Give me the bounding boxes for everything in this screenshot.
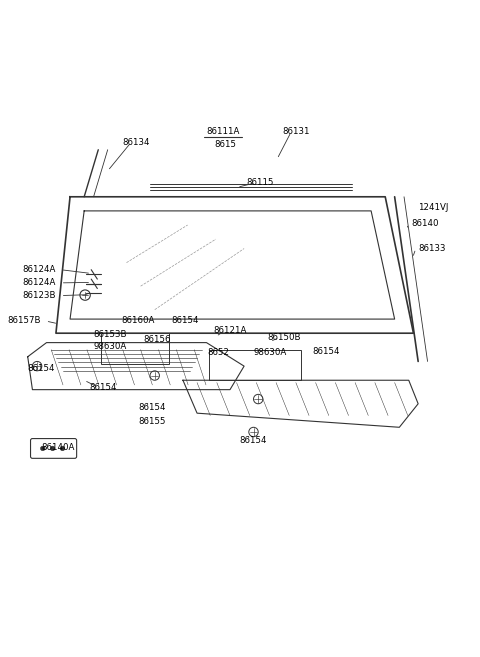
Text: 98630A: 98630A: [253, 348, 287, 357]
Text: 86154: 86154: [89, 383, 117, 392]
Text: 86124A: 86124A: [23, 279, 56, 287]
Text: 86155: 86155: [139, 417, 166, 426]
Text: 86154: 86154: [139, 403, 166, 413]
Text: 86124A: 86124A: [23, 265, 56, 274]
Text: 86115: 86115: [247, 178, 274, 187]
Text: 86111A: 86111A: [206, 127, 240, 137]
Text: 1241VJ: 1241VJ: [418, 202, 448, 212]
Text: 86154: 86154: [171, 317, 199, 325]
Text: 86140A: 86140A: [42, 443, 75, 451]
Text: 98630A: 98630A: [94, 342, 127, 351]
Text: 86133: 86133: [418, 244, 445, 253]
Text: 86123B: 86123B: [23, 291, 56, 300]
Text: 86160A: 86160A: [121, 317, 155, 325]
Text: 86157B: 86157B: [7, 317, 41, 325]
Text: 8615: 8615: [214, 139, 236, 148]
Circle shape: [40, 446, 45, 451]
Text: 86131: 86131: [282, 127, 310, 137]
Text: 86134: 86134: [122, 138, 150, 147]
Text: 8652: 8652: [207, 348, 229, 357]
Text: 86154: 86154: [240, 436, 267, 445]
Bar: [209, 350, 300, 380]
Text: 86121A: 86121A: [213, 326, 247, 335]
Text: 86154: 86154: [312, 347, 340, 356]
Circle shape: [50, 446, 55, 451]
Text: 86154: 86154: [28, 364, 55, 373]
Text: 86153B: 86153B: [93, 330, 127, 339]
Bar: [101, 333, 169, 364]
Text: 86140: 86140: [411, 219, 439, 228]
Circle shape: [60, 446, 65, 451]
Text: 86156: 86156: [144, 335, 171, 344]
Text: 86150B: 86150B: [267, 333, 301, 342]
